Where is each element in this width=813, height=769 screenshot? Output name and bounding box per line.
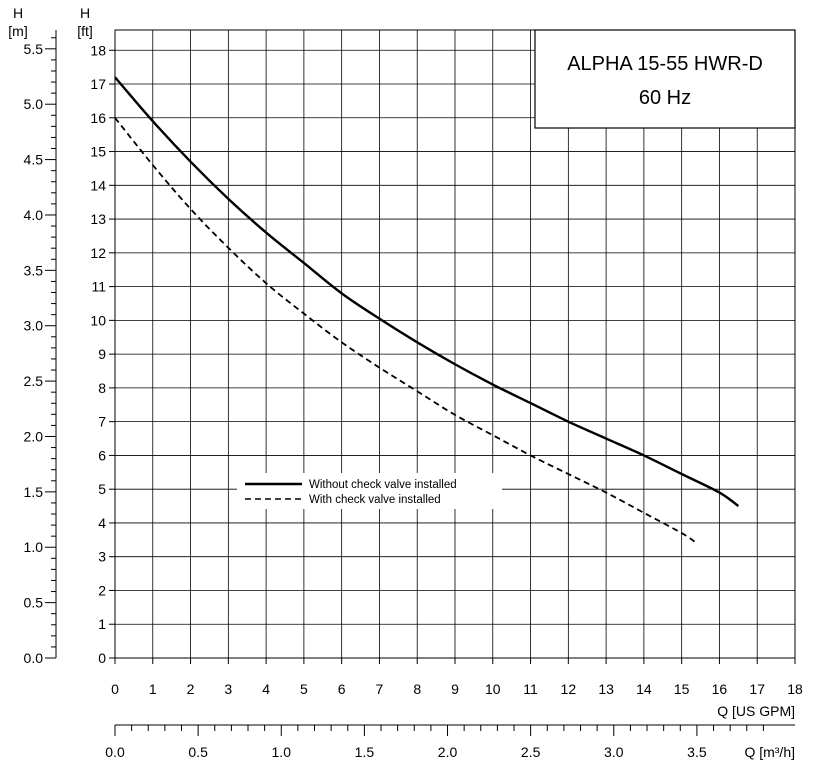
gpm-axis-tick-label: 10 bbox=[485, 681, 501, 697]
legend-label-without-check-valve: Without check valve installed bbox=[309, 479, 457, 491]
meters-axis-tick-label: 3.0 bbox=[24, 318, 44, 334]
meters-axis-tick-label: 0.5 bbox=[24, 595, 44, 611]
legend-label-with-check-valve: With check valve installed bbox=[309, 494, 441, 506]
gpm-axis-tick-label: 0 bbox=[111, 681, 119, 697]
feet-axis-tick-label: 14 bbox=[90, 177, 106, 193]
feet-axis-tick-label: 0 bbox=[98, 650, 106, 666]
legend: Without check valve installed With check… bbox=[237, 473, 502, 509]
gpm-axis-tick-label: 9 bbox=[451, 681, 459, 697]
title-box-fill bbox=[535, 30, 795, 128]
m3h-axis-tick-label: 1.5 bbox=[355, 744, 375, 760]
gpm-axis-tick-label: 17 bbox=[749, 681, 765, 697]
title-box bbox=[534, 29, 796, 129]
gpm-axis-tick-label: 13 bbox=[598, 681, 614, 697]
meters-axis-tick-label: 1.5 bbox=[24, 484, 44, 500]
feet-axis-tick-label: 1 bbox=[98, 616, 106, 632]
m3h-axis-tick-label: 2.5 bbox=[521, 744, 541, 760]
feet-axis-unit: [ft] bbox=[77, 23, 93, 39]
curve-with-check-valve bbox=[114, 117, 698, 544]
feet-axis-tick-label: 18 bbox=[90, 42, 106, 58]
meters-axis-tick-label: 5.0 bbox=[24, 96, 44, 112]
meters-axis-title: H bbox=[13, 5, 23, 21]
meters-axis-tick-label: 3.5 bbox=[24, 262, 44, 278]
feet-axis-tick-label: 8 bbox=[98, 380, 106, 396]
feet-axis-tick-label: 16 bbox=[90, 110, 106, 126]
m3h-axis-tick-label: 3.0 bbox=[604, 744, 624, 760]
meters-axis-tick-label: 5.5 bbox=[24, 41, 44, 57]
feet-axis-tick-label: 15 bbox=[90, 144, 106, 160]
m3h-axis-tick-label: 1.0 bbox=[272, 744, 292, 760]
gpm-axis-tick-label: 2 bbox=[187, 681, 195, 697]
feet-axis-tick-label: 2 bbox=[98, 582, 106, 598]
grid-lines bbox=[115, 30, 795, 658]
gpm-axis-tick-label: 14 bbox=[636, 681, 652, 697]
feet-axis-tick-label: 12 bbox=[90, 245, 106, 261]
gpm-axis-tick-label: 3 bbox=[224, 681, 232, 697]
gpm-axis-tick-label: 12 bbox=[561, 681, 577, 697]
m3h-axis-tick-label: 0.0 bbox=[105, 744, 125, 760]
feet-axis-tick-label: 17 bbox=[90, 76, 106, 92]
curves bbox=[114, 76, 740, 544]
feet-axis-tick-label: 10 bbox=[90, 312, 106, 328]
feet-axis-tick-label: 4 bbox=[98, 515, 106, 531]
curve-without-check-valve bbox=[114, 76, 740, 508]
m3h-axis-ticks: 0.0 0.5 1.0 1.5 2.0 2.5 3.0 3.5 bbox=[105, 725, 764, 760]
gpm-axis-tick-label: 4 bbox=[262, 681, 270, 697]
gpm-axis-tick-label: 6 bbox=[338, 681, 346, 697]
feet-axis-tick-label: 5 bbox=[98, 481, 106, 497]
gpm-axis-ticks: 0 1 2 3 4 5 6 7 8 9 10 11 12 13 14 15 16 17 18 bbox=[111, 658, 803, 697]
m3h-axis-tick-label: 3.5 bbox=[687, 744, 707, 760]
gpm-axis-tick-label: 15 bbox=[674, 681, 690, 697]
gpm-axis-tick-label: 5 bbox=[300, 681, 308, 697]
meters-axis-tick-label: 4.5 bbox=[24, 152, 44, 168]
meters-axis-tick-label: 2.0 bbox=[24, 428, 44, 444]
chart-title: ALPHA 15-55 HWR-D bbox=[567, 53, 763, 75]
m3h-axis-tick-label: 0.5 bbox=[188, 744, 208, 760]
meters-axis-tick-label: 4.0 bbox=[24, 207, 44, 223]
gpm-axis-label: Q [US GPM] bbox=[717, 703, 795, 719]
feet-axis-tick-label: 11 bbox=[91, 279, 106, 295]
gpm-axis-tick-label: 16 bbox=[712, 681, 728, 697]
gpm-axis-tick-label: 8 bbox=[413, 681, 421, 697]
feet-axis-tick-label: 13 bbox=[90, 211, 106, 227]
gpm-axis-tick-label: 7 bbox=[376, 681, 384, 697]
feet-axis-tick-label: 6 bbox=[98, 447, 106, 463]
meters-axis-tick-label: 1.0 bbox=[24, 539, 44, 555]
gpm-axis-tick-label: 1 bbox=[149, 681, 157, 697]
gpm-axis-tick-label: 11 bbox=[523, 681, 538, 697]
meters-axis-tick-label: 0.0 bbox=[24, 650, 44, 666]
gpm-axis-tick-label: 18 bbox=[787, 681, 803, 697]
legend-background bbox=[237, 473, 502, 509]
feet-axis-tick-label: 9 bbox=[98, 346, 106, 362]
chart-subtitle: 60 Hz bbox=[639, 87, 691, 109]
feet-axis-title: H bbox=[80, 5, 90, 21]
feet-axis-tick-label: 7 bbox=[98, 414, 106, 430]
meters-axis-ticks: 0.0 0.5 1.0 1.5 2.0 2.5 3.0 3.5 4.0 4.5 5.0 5.5 bbox=[24, 37, 56, 666]
m3h-axis-tick-label: 2.0 bbox=[438, 744, 458, 760]
meters-axis-tick-label: 2.5 bbox=[24, 373, 44, 389]
feet-axis-tick-label: 3 bbox=[98, 549, 106, 565]
meters-axis-unit: [m] bbox=[8, 23, 27, 39]
m3h-axis-label: Q [m³/h] bbox=[744, 744, 795, 760]
